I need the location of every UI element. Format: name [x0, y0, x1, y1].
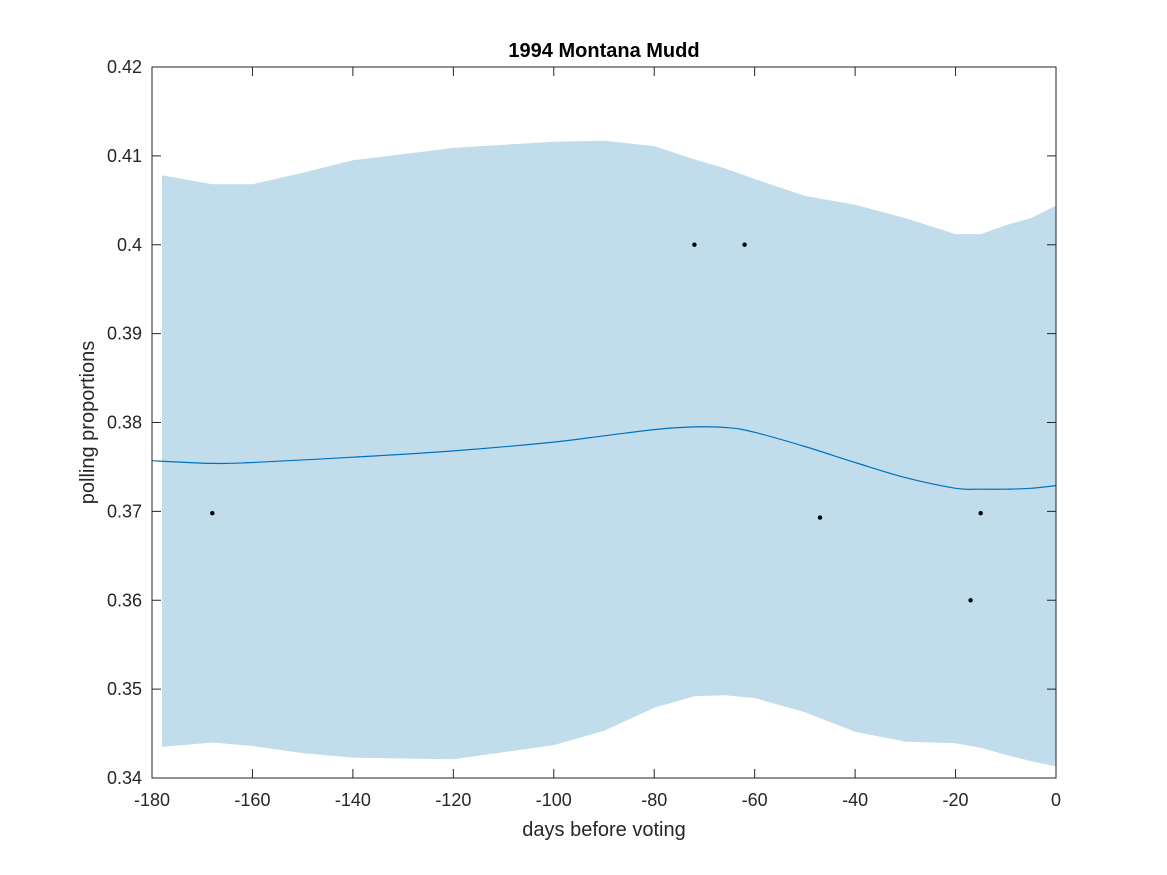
y-tick-label: 0.42	[107, 57, 142, 77]
plot-area	[151, 140, 1057, 767]
y-tick-label: 0.41	[107, 146, 142, 166]
x-tick-label: -100	[536, 790, 572, 810]
y-tick-label: 0.4	[117, 235, 142, 255]
y-axis-ticks: 0.34 0.35 0.36 0.37 0.38 0.39 0.4 0.41 0.42	[107, 57, 1056, 788]
x-tick-label: 0	[1051, 790, 1061, 810]
x-tick-label: -80	[641, 790, 667, 810]
x-axis-ticks: -180 -160 -140 -120 -100 -80 -60 -40 -20 0	[134, 67, 1061, 810]
y-axis-label: polling proportions	[77, 341, 99, 504]
confidence-band	[162, 140, 1056, 767]
data-point	[742, 242, 747, 247]
x-axis-label: days before voting	[522, 819, 685, 841]
data-point	[968, 598, 973, 603]
y-tick-label: 0.35	[107, 679, 142, 699]
y-tick-label: 0.37	[107, 501, 142, 521]
y-tick-label: 0.34	[107, 768, 142, 788]
series-line-mean	[151, 426, 1057, 490]
data-point	[692, 242, 697, 247]
chart-title: 1994 Montana Mudd	[508, 40, 699, 62]
x-tick-label: -140	[335, 790, 371, 810]
y-tick-label: 0.36	[107, 590, 142, 610]
data-point	[978, 511, 983, 516]
x-tick-label: -180	[134, 790, 170, 810]
x-tick-label: -40	[842, 790, 868, 810]
data-point	[817, 515, 823, 520]
y-tick-label: 0.38	[107, 413, 142, 433]
data-point	[210, 511, 215, 516]
x-tick-label: -60	[742, 790, 768, 810]
x-tick-label: -160	[234, 790, 270, 810]
y-tick-label: 0.39	[107, 324, 142, 344]
x-tick-label: -20	[943, 790, 969, 810]
data-points	[210, 242, 983, 603]
x-tick-label: -120	[435, 790, 471, 810]
